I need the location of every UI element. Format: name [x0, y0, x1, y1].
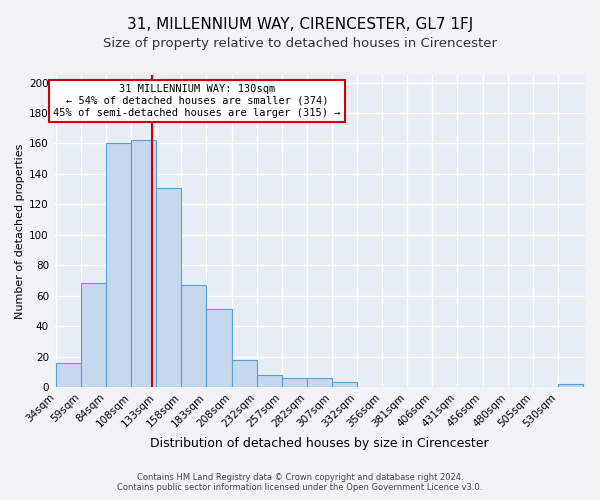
Bar	[106, 144, 131, 387]
Bar	[206, 310, 232, 387]
Bar	[232, 360, 257, 387]
Text: Size of property relative to detached houses in Cirencester: Size of property relative to detached ho…	[103, 38, 497, 51]
Text: 31 MILLENNIUM WAY: 130sqm
← 54% of detached houses are smaller (374)
45% of semi: 31 MILLENNIUM WAY: 130sqm ← 54% of detac…	[53, 84, 341, 117]
Bar	[257, 375, 282, 387]
Text: Contains HM Land Registry data © Crown copyright and database right 2024.: Contains HM Land Registry data © Crown c…	[137, 474, 463, 482]
Bar	[56, 362, 81, 387]
Bar	[558, 384, 583, 387]
Bar	[131, 140, 156, 387]
Y-axis label: Number of detached properties: Number of detached properties	[15, 144, 25, 318]
Bar	[307, 378, 332, 387]
Bar	[81, 284, 106, 387]
Bar	[282, 378, 307, 387]
X-axis label: Distribution of detached houses by size in Cirencester: Distribution of detached houses by size …	[150, 437, 489, 450]
Bar	[181, 285, 206, 387]
Bar	[156, 188, 181, 387]
Bar	[332, 382, 357, 387]
Text: 31, MILLENNIUM WAY, CIRENCESTER, GL7 1FJ: 31, MILLENNIUM WAY, CIRENCESTER, GL7 1FJ	[127, 18, 473, 32]
Text: Contains public sector information licensed under the Open Government Licence v3: Contains public sector information licen…	[118, 484, 482, 492]
